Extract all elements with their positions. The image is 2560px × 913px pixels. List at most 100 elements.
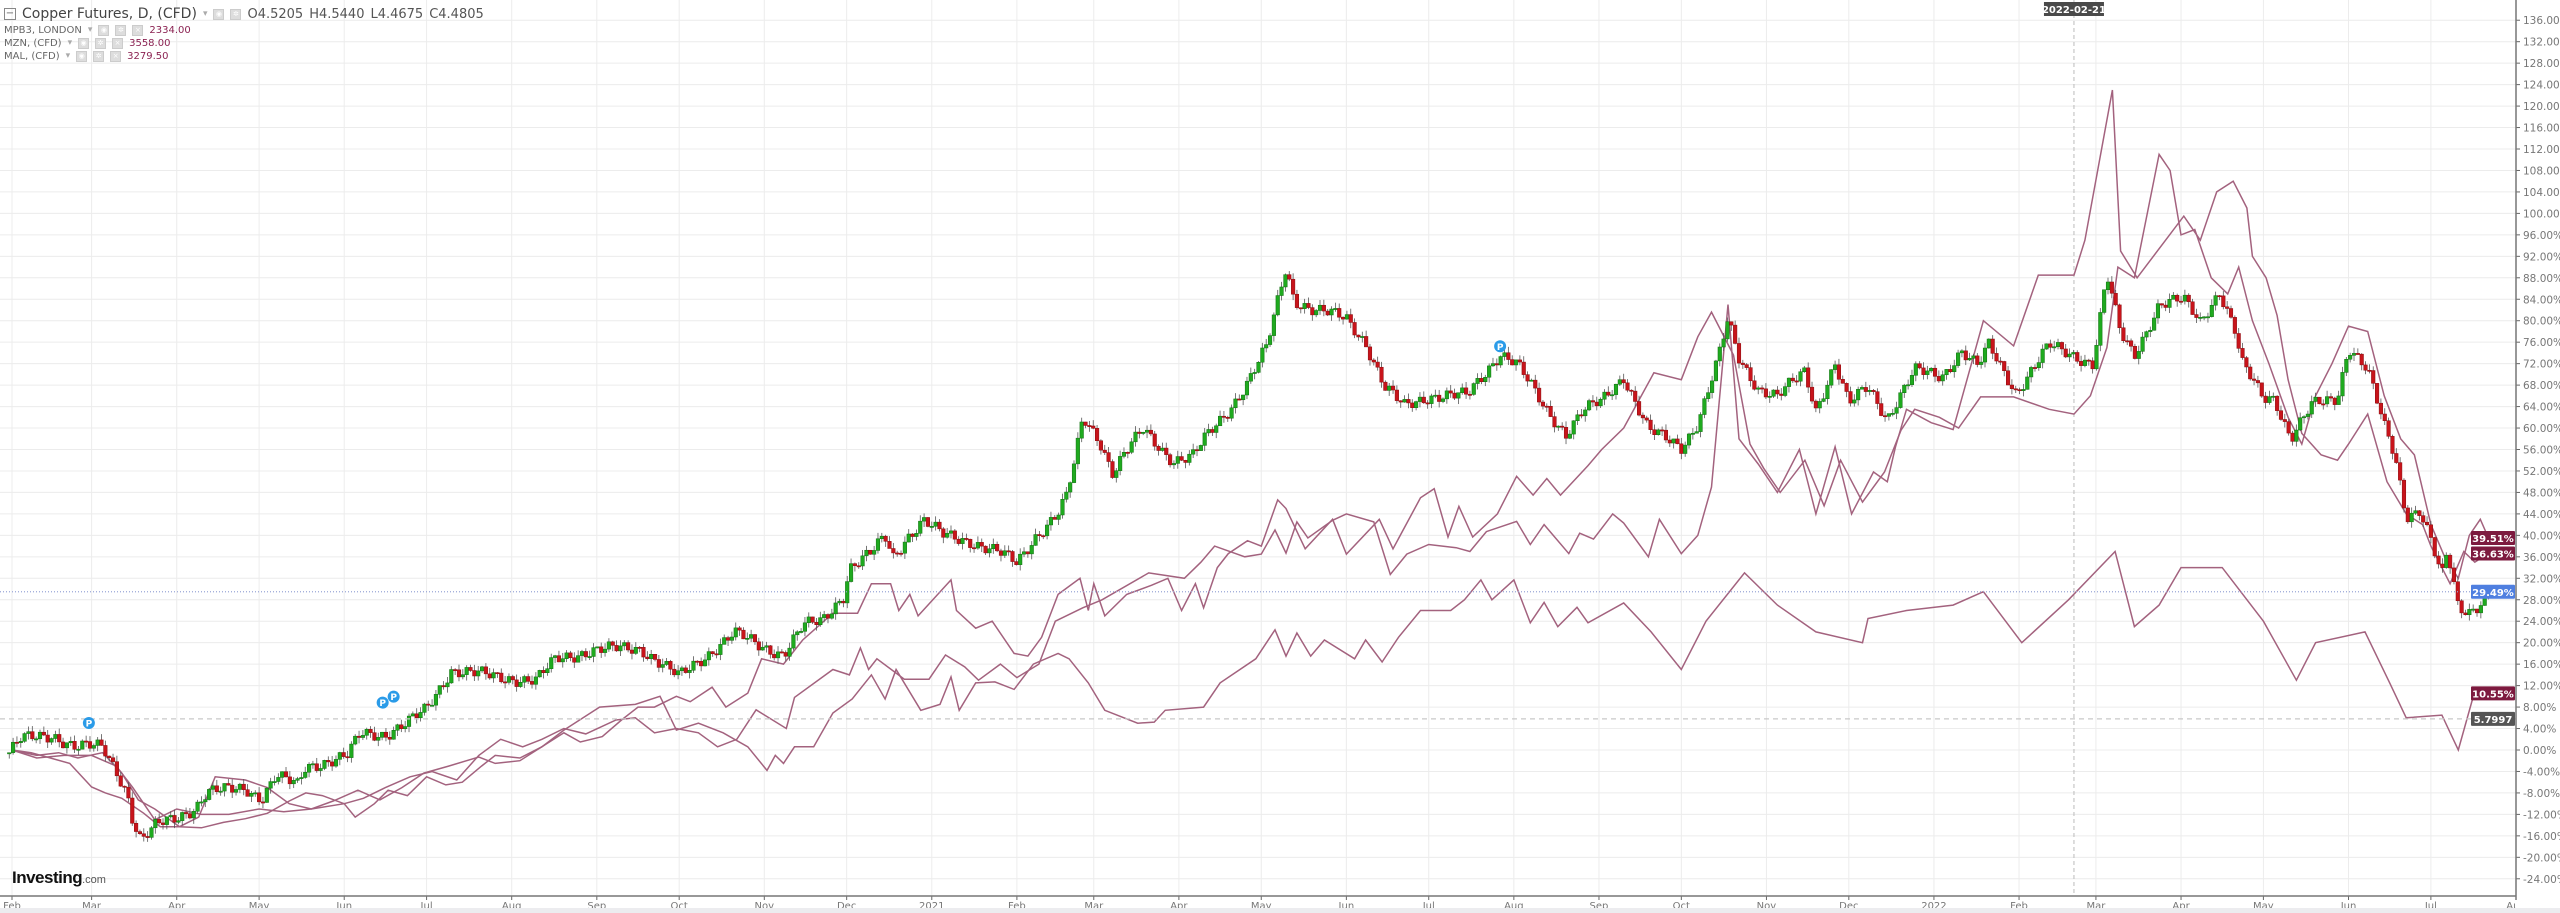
candle [614, 645, 619, 652]
candle [1698, 414, 1703, 432]
candle [2136, 351, 2141, 359]
legend-symbol[interactable]: MAL, (CFD) [4, 51, 60, 62]
candle [1233, 398, 1238, 409]
candle [541, 670, 546, 673]
eye-icon[interactable]: ◉ [78, 38, 90, 49]
event-marker-icon[interactable] [387, 690, 400, 703]
candle [506, 676, 512, 683]
legend-symbol[interactable]: MZN, (CFD) [4, 38, 62, 49]
x-tick-label: Feb [1008, 901, 1026, 912]
candle [802, 622, 807, 632]
candle [1825, 384, 1830, 400]
legend-row-mal: MAL, (CFD) ▾ ◉ ✲ × 3279.50 [4, 50, 484, 63]
candle [1998, 360, 2003, 363]
gear-icon[interactable]: ✲ [230, 8, 242, 20]
compare-value-badge [2471, 530, 2515, 545]
candle [1809, 386, 1815, 402]
candle [1241, 394, 1246, 401]
candle [41, 731, 46, 736]
candle [172, 815, 177, 823]
candle [1794, 380, 1799, 383]
close-icon[interactable]: × [132, 25, 144, 36]
candle [1598, 398, 1603, 407]
candle [510, 676, 515, 681]
candle [1148, 429, 1153, 435]
dropdown-caret-icon[interactable]: ▾ [67, 38, 73, 48]
candle [983, 545, 988, 554]
candle [1986, 338, 1991, 349]
candle [237, 783, 242, 790]
eye-icon[interactable]: ◉ [98, 25, 110, 36]
candle [1291, 278, 1296, 295]
candle [441, 685, 446, 688]
event-marker-icon[interactable] [376, 696, 389, 709]
candle [2278, 410, 2284, 420]
candle [1002, 550, 1007, 556]
collapse-icon[interactable]: − [4, 8, 16, 20]
close-icon[interactable]: × [112, 38, 124, 49]
grid [0, 0, 2516, 896]
candle [1537, 387, 1542, 403]
legend-high: H4.5440 [309, 6, 365, 22]
candle [2002, 361, 2007, 372]
candle [87, 741, 93, 749]
legend-main-symbol[interactable]: Copper Futures, D, (CFD) [22, 5, 197, 22]
candle [2036, 362, 2041, 369]
candle [107, 755, 112, 758]
legend-symbol[interactable]: MPB3, LONDON [4, 25, 82, 36]
candle [1802, 367, 1807, 372]
candle [2252, 378, 2257, 381]
candle [902, 541, 907, 554]
candle [76, 748, 81, 751]
candle [1379, 366, 1384, 383]
x-tick-label: Aug [2506, 901, 2526, 912]
candle [268, 781, 273, 789]
candle [2232, 317, 2237, 334]
event-marker-icon[interactable] [82, 716, 95, 729]
candle [922, 517, 927, 522]
candle [1206, 429, 1211, 434]
gear-icon[interactable]: ✲ [93, 51, 105, 62]
candle [1544, 405, 1549, 408]
y-tick-label: 76.00% [2523, 337, 2560, 349]
candle [1563, 427, 1569, 439]
y-tick-label: 12.00% [2523, 681, 2560, 693]
close-icon[interactable]: × [110, 51, 122, 62]
candle [1325, 310, 1330, 316]
candle [1417, 396, 1423, 402]
gear-icon[interactable]: ✲ [115, 25, 127, 36]
event-marker-icon[interactable] [1494, 340, 1507, 353]
candle [799, 631, 804, 633]
candle [307, 763, 312, 773]
candle [929, 526, 934, 528]
candle [2359, 353, 2364, 366]
eye-icon[interactable]: ◉ [76, 51, 88, 62]
candle [2044, 343, 2049, 350]
candle [1287, 274, 1292, 280]
x-tick-label: May [249, 901, 270, 912]
candle [383, 731, 389, 738]
dropdown-caret-icon[interactable]: ▾ [65, 51, 71, 61]
candle [741, 629, 746, 640]
candle [1264, 344, 1269, 349]
candle [1944, 369, 1949, 376]
candle [184, 812, 189, 814]
candle [1371, 359, 1376, 363]
candle [1437, 394, 1442, 402]
candle [1329, 308, 1334, 316]
gear-icon[interactable]: ✲ [95, 38, 107, 49]
eye-icon[interactable]: ◉ [213, 8, 225, 20]
candle [2290, 432, 2295, 442]
candle [2432, 537, 2437, 557]
candle [280, 771, 285, 778]
x-tick-label: Jun [2340, 901, 2357, 912]
candle [2271, 395, 2276, 398]
dropdown-caret-icon[interactable]: ▾ [202, 8, 208, 19]
candle [122, 785, 127, 788]
candle [2075, 352, 2080, 362]
dropdown-caret-icon[interactable]: ▾ [87, 25, 93, 35]
candle [1806, 367, 1811, 388]
candle [30, 731, 35, 740]
